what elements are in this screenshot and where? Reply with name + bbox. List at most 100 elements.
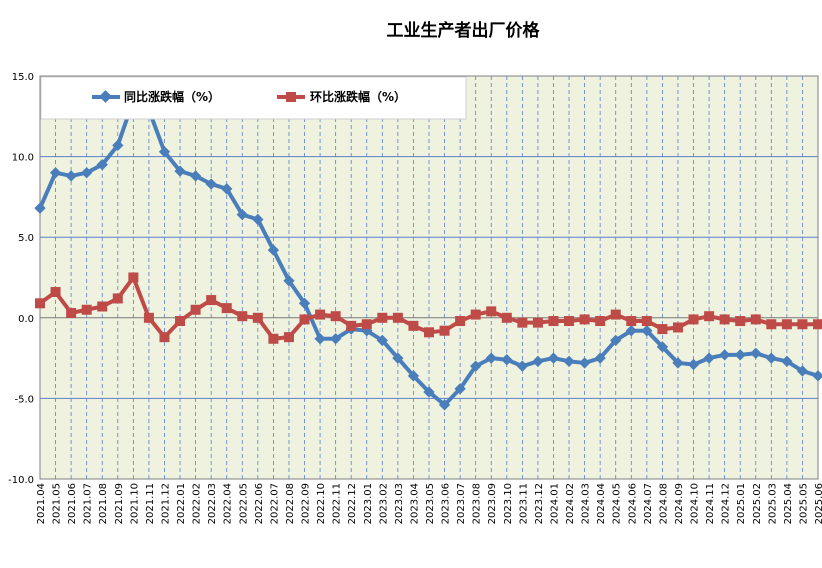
data-point (750, 347, 762, 359)
data-point (578, 357, 591, 369)
data-point (237, 311, 248, 322)
x-tick-label: 2023.05 (425, 483, 436, 524)
data-point (455, 316, 466, 327)
data-point (206, 295, 217, 306)
data-point (735, 316, 746, 327)
data-point (594, 352, 606, 364)
x-tick-label: 2022.01 (176, 483, 187, 524)
data-point (174, 165, 186, 177)
y-tick-label: -5.0 (14, 394, 34, 405)
x-tick-label: 2022.04 (223, 483, 234, 524)
data-point (112, 293, 123, 304)
data-point (407, 370, 420, 382)
data-point (704, 311, 715, 322)
y-tick-label: 0.0 (18, 314, 34, 325)
data-point (49, 167, 62, 179)
data-point (81, 304, 92, 315)
data-point (438, 399, 451, 411)
data-point (376, 334, 388, 347)
x-tick-label: 2021.05 (52, 483, 63, 524)
x-tick-label: 2021.12 (160, 483, 171, 524)
data-point (34, 202, 46, 214)
x-tick-label: 2023.03 (394, 483, 405, 524)
x-tick-label: 2021.04 (36, 483, 47, 524)
x-tick-label: 2024.08 (658, 483, 669, 524)
x-tick-label: 2023.10 (503, 483, 514, 524)
data-point (672, 322, 683, 333)
x-tick-label: 2021.11 (145, 483, 156, 524)
data-point (329, 333, 342, 345)
data-point (283, 275, 295, 287)
y-tick-label: 10.0 (12, 153, 34, 164)
data-point (314, 333, 326, 345)
x-tick-label: 2025.02 (752, 483, 763, 524)
data-point (501, 312, 512, 323)
x-tick-label: 2025.05 (798, 483, 809, 524)
data-point (641, 316, 652, 327)
data-point (189, 170, 202, 182)
x-tick-label: 2023.04 (409, 483, 420, 524)
x-tick-label: 2021.10 (129, 483, 140, 524)
data-point (252, 213, 264, 226)
data-point (470, 360, 482, 372)
x-tick-label: 2022.02 (192, 483, 203, 524)
data-point (268, 333, 279, 344)
data-point (159, 332, 170, 343)
data-point (470, 309, 481, 320)
x-tick-label: 2022.07 (269, 483, 280, 524)
data-point (548, 316, 559, 327)
data-point (205, 178, 217, 190)
y-tick-label: 5.0 (18, 233, 34, 244)
legend-label-yoy: 同比涨跌幅（%） (124, 89, 220, 104)
data-point (797, 319, 808, 330)
x-tick-label: 2023.08 (472, 483, 483, 524)
x-tick-label: 2022.06 (254, 483, 265, 524)
x-tick-label: 2022.10 (316, 483, 327, 524)
data-point (734, 349, 746, 361)
data-point (485, 352, 497, 364)
data-point (610, 334, 622, 347)
x-tick-label: 2024.09 (674, 483, 685, 524)
data-point (408, 320, 419, 331)
data-point (564, 316, 575, 327)
x-tick-label: 2023.11 (518, 483, 529, 524)
series-mom (35, 272, 822, 344)
x-tick-label: 2025.04 (783, 483, 794, 524)
data-point (688, 314, 699, 325)
x-axis-tick-labels: 2021.04 2021.05 2021.06 2021.07 2021.08 2021.… (36, 483, 822, 524)
legend-marker-mom (286, 92, 296, 102)
x-tick-label: 2025.06 (814, 483, 822, 524)
x-tick-label: 2025.03 (767, 483, 778, 524)
data-point (236, 208, 248, 221)
data-point (454, 383, 466, 395)
x-tick-label: 2023.12 (534, 483, 545, 524)
data-point (361, 319, 372, 330)
data-point (439, 325, 450, 336)
data-point (672, 357, 684, 369)
x-tick-label: 2021.08 (98, 483, 109, 524)
data-point (796, 365, 809, 377)
x-tick-label: 2023.02 (378, 483, 389, 524)
x-tick-label: 2024.01 (549, 483, 560, 524)
chart-title: 工业生产者出厂价格 (386, 21, 540, 41)
data-point (516, 360, 529, 372)
data-point (547, 352, 560, 364)
data-point (423, 386, 435, 398)
x-tick-label: 2021.07 (83, 483, 94, 524)
data-point (813, 319, 822, 330)
data-point (299, 314, 310, 325)
data-point (221, 183, 233, 195)
x-tick-label: 2024.12 (721, 483, 732, 524)
data-point (283, 332, 294, 343)
data-point (532, 355, 544, 367)
data-point (143, 312, 154, 323)
x-tick-label: 2025.01 (736, 483, 747, 524)
data-point (641, 325, 653, 337)
legend: 同比涨跌幅（%） 环比涨跌幅（%） (40, 76, 467, 120)
data-point (781, 355, 793, 367)
x-tick-label: 2022.05 (238, 483, 249, 524)
data-point (718, 349, 731, 361)
x-tick-label: 2022.03 (207, 483, 218, 524)
x-tick-label: 2024.02 (565, 483, 576, 524)
data-point (97, 301, 108, 312)
